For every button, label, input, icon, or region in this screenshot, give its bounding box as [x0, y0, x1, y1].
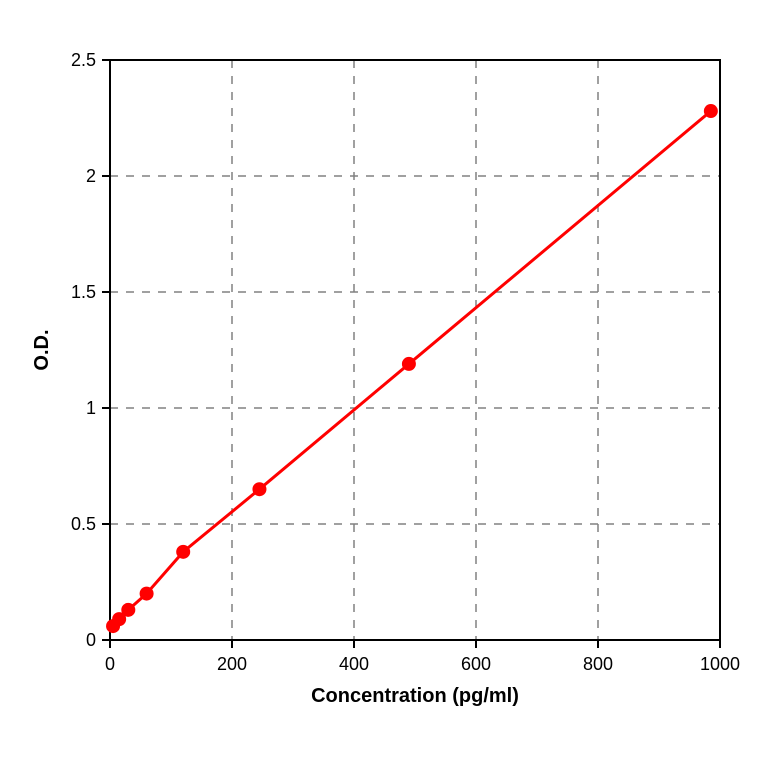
- y-tick-label: 2.5: [71, 50, 96, 70]
- x-axis-label: Concentration (pg/ml): [311, 685, 519, 707]
- data-marker: [252, 482, 266, 496]
- y-tick-label: 2: [86, 166, 96, 186]
- x-tick-label: 800: [583, 654, 613, 674]
- x-tick-label: 600: [461, 654, 491, 674]
- x-tick-label: 0: [105, 654, 115, 674]
- x-tick-label: 1000: [700, 654, 740, 674]
- y-tick-label: 0: [86, 630, 96, 650]
- data-marker: [140, 587, 154, 601]
- x-tick-label: 200: [217, 654, 247, 674]
- chart-svg: 0 200 400 600 800 1000 0 0.5 1 1.5 2 2.5 Concentrati…: [0, 0, 764, 764]
- data-marker: [402, 357, 416, 371]
- plot-border: [110, 60, 720, 640]
- data-marker: [704, 104, 718, 118]
- y-axis-label: O.D.: [31, 329, 53, 370]
- x-tick-label: 400: [339, 654, 369, 674]
- y-tick-label: 1.5: [71, 282, 96, 302]
- y-tick-label: 1: [86, 398, 96, 418]
- data-marker: [176, 545, 190, 559]
- chart-container: 0 200 400 600 800 1000 0 0.5 1 1.5 2 2.5 Concentrati…: [0, 0, 764, 764]
- y-tick-label: 0.5: [71, 514, 96, 534]
- data-marker: [121, 603, 135, 617]
